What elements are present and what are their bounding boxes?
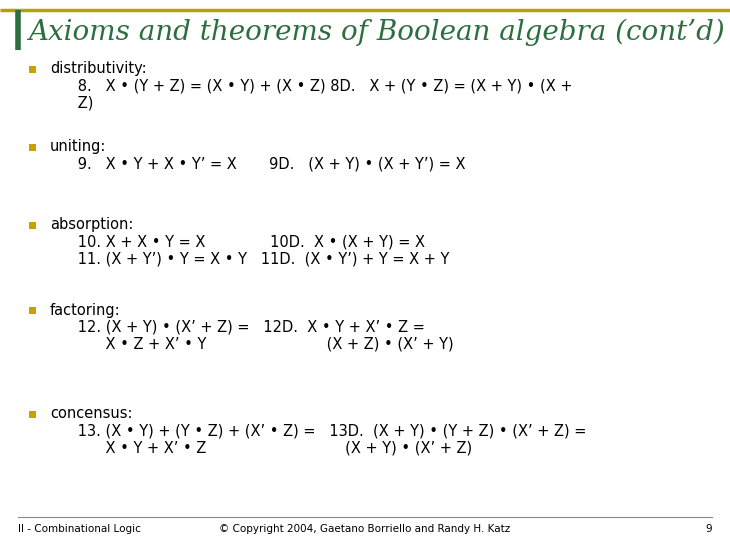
FancyBboxPatch shape (28, 66, 36, 73)
FancyBboxPatch shape (28, 143, 36, 150)
Text: II - Combinational Logic: II - Combinational Logic (18, 524, 141, 534)
Text: X • Z + X’ • Y                          (X + Z) • (X’ + Y): X • Z + X’ • Y (X + Z) • (X’ + Y) (50, 336, 453, 352)
Text: Z): Z) (50, 96, 93, 110)
Text: 12. (X + Y) • (X’ + Z) =   12D.  X • Y + X’ • Z =: 12. (X + Y) • (X’ + Z) = 12D. X • Y + X’… (50, 319, 425, 335)
Text: © Copyright 2004, Gaetano Borriello and Randy H. Katz: © Copyright 2004, Gaetano Borriello and … (220, 524, 510, 534)
Text: factoring:: factoring: (50, 302, 120, 317)
Text: distributivity:: distributivity: (50, 61, 147, 77)
Text: X • Y + X’ • Z                              (X + Y) • (X’ + Z): X • Y + X’ • Z (X + Y) • (X’ + Z) (50, 440, 472, 456)
Text: concensus:: concensus: (50, 406, 133, 422)
Text: 11. (X + Y’) • Y = X • Y   11D.  (X • Y’) + Y = X + Y: 11. (X + Y’) • Y = X • Y 11D. (X • Y’) +… (50, 252, 450, 266)
Text: 9: 9 (705, 524, 712, 534)
FancyBboxPatch shape (28, 306, 36, 313)
FancyBboxPatch shape (28, 222, 36, 229)
Text: 10. X + X • Y = X              10D.  X • (X + Y) = X: 10. X + X • Y = X 10D. X • (X + Y) = X (50, 235, 425, 249)
Text: 9.   X • Y + X • Y’ = X       9D.   (X + Y) • (X + Y’) = X: 9. X • Y + X • Y’ = X 9D. (X + Y) • (X +… (50, 156, 466, 172)
Text: uniting:: uniting: (50, 139, 107, 154)
Text: 13. (X • Y) + (Y • Z) + (X’ • Z) =   13D.  (X + Y) • (Y + Z) • (X’ + Z) =: 13. (X • Y) + (Y • Z) + (X’ • Z) = 13D. … (50, 423, 586, 439)
Text: 8.   X • (Y + Z) = (X • Y) + (X • Z) 8D.   X + (Y • Z) = (X + Y) • (X +: 8. X • (Y + Z) = (X • Y) + (X • Z) 8D. X… (50, 79, 572, 94)
Text: Axioms and theorems of Boolean algebra (cont’d): Axioms and theorems of Boolean algebra (… (28, 18, 725, 46)
Text: absorption:: absorption: (50, 218, 134, 232)
FancyBboxPatch shape (28, 410, 36, 417)
